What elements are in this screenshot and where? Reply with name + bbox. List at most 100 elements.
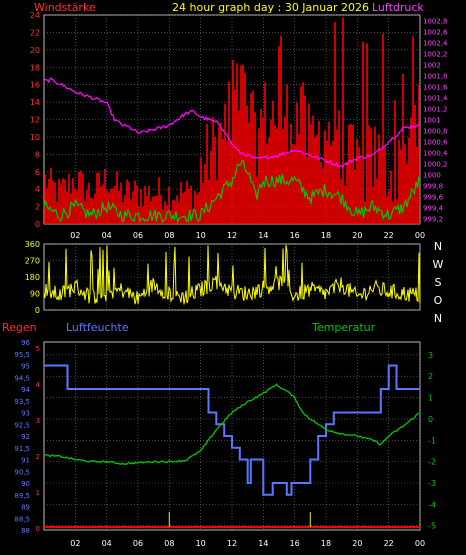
pressure-y-tick-label: 1001,6: [423, 84, 448, 92]
wind-x-tick-label: 20: [352, 231, 362, 240]
temperature-y-tick-label: -1: [428, 436, 436, 445]
wind-y-tick-label: 18: [30, 63, 40, 72]
humidity-y-tick-label: 88,5: [14, 515, 30, 523]
direction-y-tick-label: 0: [35, 306, 40, 315]
rain-y-tick-label: 3: [36, 417, 40, 425]
pressure-y-tick-label: 999,6: [423, 194, 444, 202]
temperature-y-tick-label: -4: [428, 500, 436, 509]
wind-y-tick-label: 8: [35, 150, 40, 159]
humidity-y-tick-label: 91,5: [14, 445, 30, 453]
temperature-label: Temperatur: [311, 321, 376, 334]
humidity-x-tick-label: 18: [321, 539, 331, 548]
direction-y-tick-label: 90: [30, 290, 40, 299]
humidity-y-tick-label: 94,5: [14, 374, 30, 382]
wind-y-tick-label: 12: [30, 116, 40, 125]
wind-x-tick-label: 18: [321, 231, 331, 240]
pressure-y-tick-label: 1000: [423, 172, 441, 180]
wind-y-tick-label: 24: [30, 11, 40, 20]
humidity-x-tick-label: 10: [196, 539, 206, 548]
humidity-y-tick-label: 95,5: [14, 351, 30, 359]
pressure-y-tick-label: 1001,4: [423, 95, 448, 103]
direction-compass-letter: W: [433, 258, 444, 271]
humidity-x-tick-label: 22: [384, 539, 394, 548]
temperature-y-tick-label: -3: [428, 479, 436, 488]
humidity-y-tick-label: 90,5: [14, 468, 30, 476]
temperature-y-tick-label: 3: [428, 351, 433, 360]
direction-y-tick-label: 360: [25, 240, 40, 249]
wind-y-tick-label: 20: [30, 46, 40, 55]
humidity-y-tick-label: 96: [21, 339, 30, 347]
pressure-y-tick-label: 1002,8: [423, 18, 448, 26]
pressure-y-tick-label: 1001,8: [423, 73, 448, 81]
direction-compass-letter: N: [434, 240, 442, 253]
wind-y-tick-label: 2: [35, 203, 40, 212]
wind-x-tick-label: 02: [70, 231, 80, 240]
pressure-y-tick-label: 1002,6: [423, 29, 448, 37]
direction-y-tick-label: 180: [25, 273, 40, 282]
pressure-y-tick-label: 999,4: [423, 205, 444, 213]
humidity-y-tick-label: 92,5: [14, 421, 30, 429]
humidity-y-tick-label: 88: [21, 527, 30, 535]
wind-x-tick-label: 04: [102, 231, 112, 240]
wind-x-tick-label: 14: [258, 231, 268, 240]
pressure-y-tick-label: 1001,2: [423, 106, 448, 114]
pressure-y-tick-label: 1000,4: [423, 150, 448, 158]
pressure-y-tick-label: 999,8: [423, 183, 443, 191]
rain-y-tick-label: 1: [36, 489, 40, 497]
humidity-y-tick-label: 92: [21, 433, 30, 441]
temperature-y-tick-label: -2: [428, 458, 436, 467]
humidity-y-tick-label: 91: [21, 457, 30, 465]
rain-y-tick-label: 0: [36, 525, 40, 533]
humidity-y-tick-label: 93: [21, 410, 30, 418]
wind-direction-line: [43, 244, 421, 305]
pressure-y-tick-label: 1000,2: [423, 161, 448, 169]
temperature-y-tick-label: -5: [428, 522, 436, 531]
rain-y-tick-label: 5: [36, 345, 40, 353]
wind-y-tick-label: 10: [30, 133, 40, 142]
pressure-y-tick-label: 1000,8: [423, 128, 448, 136]
wind-average-line: [43, 159, 420, 225]
humidity-y-tick-label: 90: [21, 480, 30, 488]
wind-x-tick-label: 22: [384, 231, 394, 240]
direction-compass-letter: S: [435, 276, 442, 289]
humidity-y-tick-label: 94: [21, 386, 30, 394]
wind-y-tick-label: 6: [35, 168, 40, 177]
humidity-x-tick-label: 00: [415, 539, 425, 548]
wind-x-tick-label: 10: [196, 231, 206, 240]
rain-y-tick-label: 2: [36, 453, 40, 461]
direction-compass-letter: N: [434, 312, 442, 325]
pressure-y-tick-label: 1002,2: [423, 51, 448, 59]
pressure-y-tick-label: 1000,6: [423, 139, 448, 147]
rain-y-tick-label: 4: [36, 381, 41, 389]
humidity-label: Luftfeuchte: [66, 321, 129, 334]
temperature-line: [43, 383, 420, 466]
humidity-x-tick-label: 06: [133, 539, 143, 548]
pressure-y-tick-label: 1002: [423, 62, 441, 70]
rain-label: Regen: [2, 321, 37, 334]
pressure-y-tick-label: 1002,4: [423, 40, 448, 48]
wind-x-tick-label: 12: [227, 231, 237, 240]
humidity-x-tick-label: 12: [227, 539, 237, 548]
wind-y-tick-label: 14: [30, 98, 40, 107]
wind-x-tick-label: 06: [133, 231, 143, 240]
humidity-x-tick-label: 02: [70, 539, 80, 548]
humidity-x-tick-label: 04: [102, 539, 112, 548]
wind-y-tick-label: 16: [30, 81, 40, 90]
humidity-x-tick-label: 14: [258, 539, 268, 548]
wind-axis-title: Windstärke: [34, 1, 96, 14]
temperature-y-tick-label: 0: [428, 415, 433, 424]
direction-compass-letter: O: [434, 294, 443, 307]
wind-x-tick-label: 00: [415, 231, 425, 240]
pressure-line: [43, 77, 420, 169]
humidity-y-tick-label: 95: [21, 363, 30, 371]
chart-title: 24 hour graph day : 30 Januar 2026: [172, 1, 369, 14]
pressure-y-tick-label: 999,2: [423, 216, 443, 224]
humidity-y-tick-label: 89,5: [14, 492, 30, 500]
temperature-y-tick-label: 1: [428, 394, 433, 403]
humidity-x-tick-label: 08: [164, 539, 174, 548]
wind-y-tick-label: 4: [35, 185, 40, 194]
pressure-axis-title: Luftdruck: [372, 1, 424, 14]
wind-x-tick-label: 08: [164, 231, 174, 240]
humidity-y-tick-label: 93,5: [14, 398, 30, 406]
